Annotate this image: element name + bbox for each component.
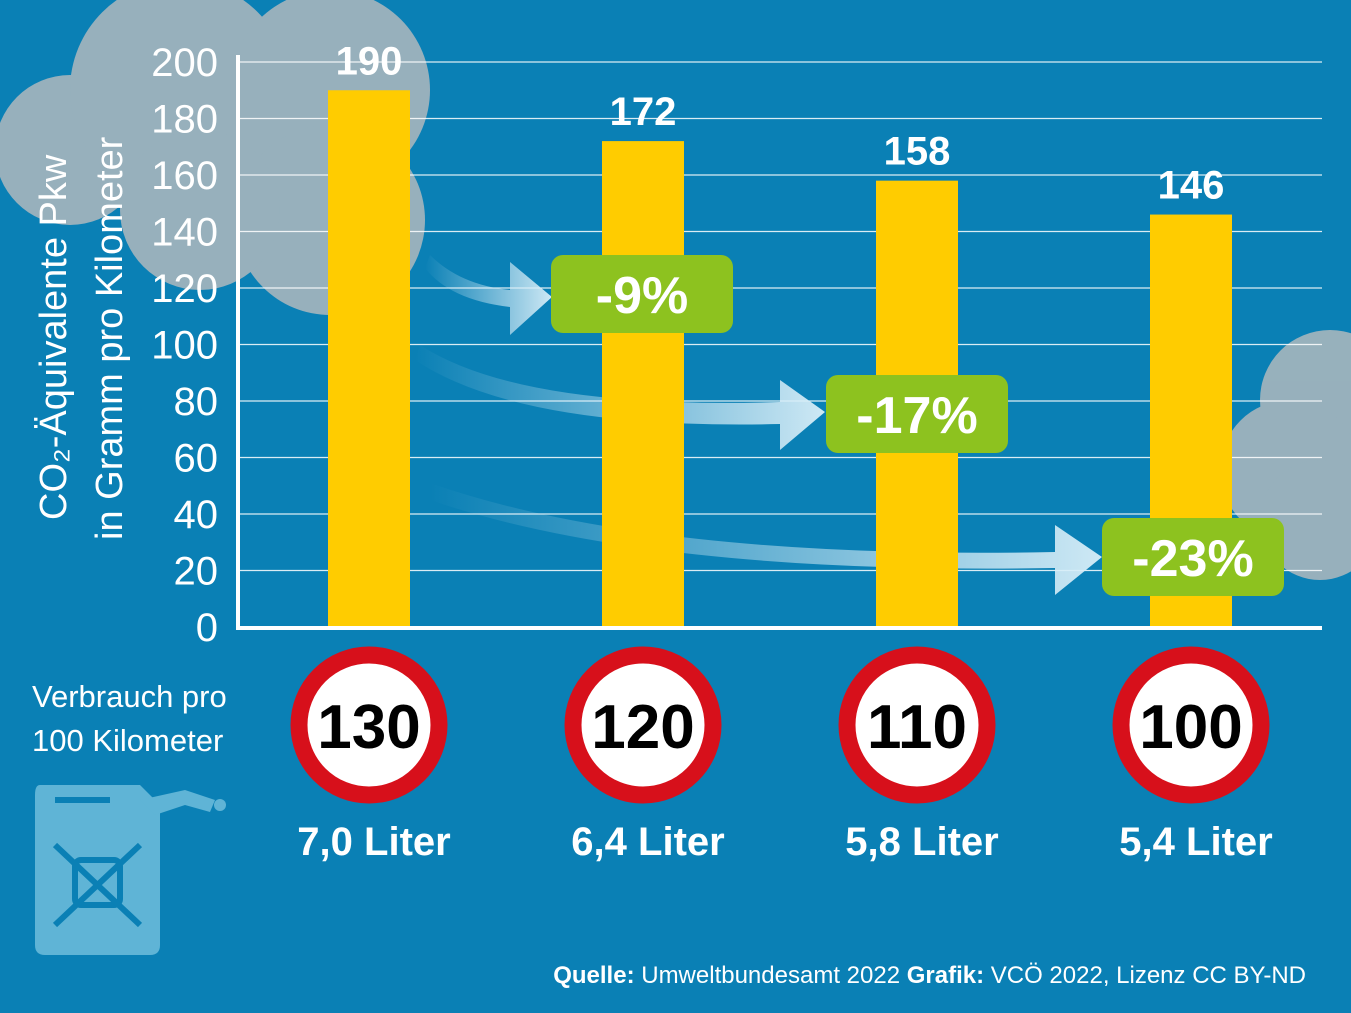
consumption-label: 5,4 Liter bbox=[1119, 820, 1272, 864]
y-tick-label: 160 bbox=[151, 154, 218, 198]
x-tick-label: 110 bbox=[867, 693, 967, 762]
y-tick-label: 40 bbox=[174, 493, 219, 537]
speed-limit-sign-icon: 110 bbox=[838, 646, 996, 804]
x-tick-label: 120 bbox=[591, 693, 694, 762]
y-tick-label: 180 bbox=[151, 98, 218, 142]
reduction-label: -17% bbox=[856, 387, 977, 445]
y-tick-label: 120 bbox=[151, 267, 218, 311]
y-tick-label: 100 bbox=[151, 324, 218, 368]
x-tick-label: 100 bbox=[1139, 693, 1242, 762]
y-tick-label: 80 bbox=[174, 380, 219, 424]
y-tick-label: 60 bbox=[174, 437, 219, 481]
y-tick-label: 0 bbox=[196, 606, 218, 650]
reduction-badge: -9% bbox=[551, 255, 733, 333]
speed-limit-sign-icon: 130 bbox=[290, 646, 448, 804]
y-tick-label: 20 bbox=[174, 550, 219, 594]
data-label: 190 bbox=[336, 39, 403, 83]
source-note: Quelle: Umweltbundesamt 2022 Grafik: VCÖ… bbox=[553, 962, 1306, 989]
y-axis-label-line2: in Gramm pro Kilometer bbox=[89, 136, 131, 540]
consumption-label: 7,0 Liter bbox=[297, 820, 450, 864]
reduction-badge: -17% bbox=[826, 375, 1008, 453]
x-tick-label: 130 bbox=[317, 693, 420, 762]
y-tick-label: 200 bbox=[151, 41, 218, 85]
data-label: 146 bbox=[1158, 164, 1225, 208]
side-label-line2: 100 Kilometer bbox=[32, 723, 223, 758]
speed-limit-sign-icon: 100 bbox=[1112, 646, 1270, 804]
reduction-badge: -23% bbox=[1102, 518, 1284, 596]
reduction-label: -23% bbox=[1132, 530, 1253, 588]
speed-limit-sign-icon: 120 bbox=[564, 646, 722, 804]
bar bbox=[328, 90, 410, 630]
y-tick-label: 140 bbox=[151, 211, 218, 255]
side-label-line1: Verbrauch pro bbox=[32, 679, 227, 714]
y-axis-label-line1: CO₂-Äquivalente Pkw bbox=[33, 154, 75, 520]
arrow-icon bbox=[430, 483, 1102, 595]
arrow-icon bbox=[415, 345, 825, 450]
reduction-label: -9% bbox=[596, 267, 688, 325]
bar bbox=[602, 141, 684, 630]
arrow-icon bbox=[425, 255, 552, 335]
consumption-label: 5,8 Liter bbox=[845, 820, 998, 864]
data-label: 172 bbox=[610, 90, 677, 134]
fuel-canister-icon bbox=[35, 785, 226, 955]
data-label: 158 bbox=[884, 130, 951, 174]
consumption-label: 6,4 Liter bbox=[571, 820, 724, 864]
